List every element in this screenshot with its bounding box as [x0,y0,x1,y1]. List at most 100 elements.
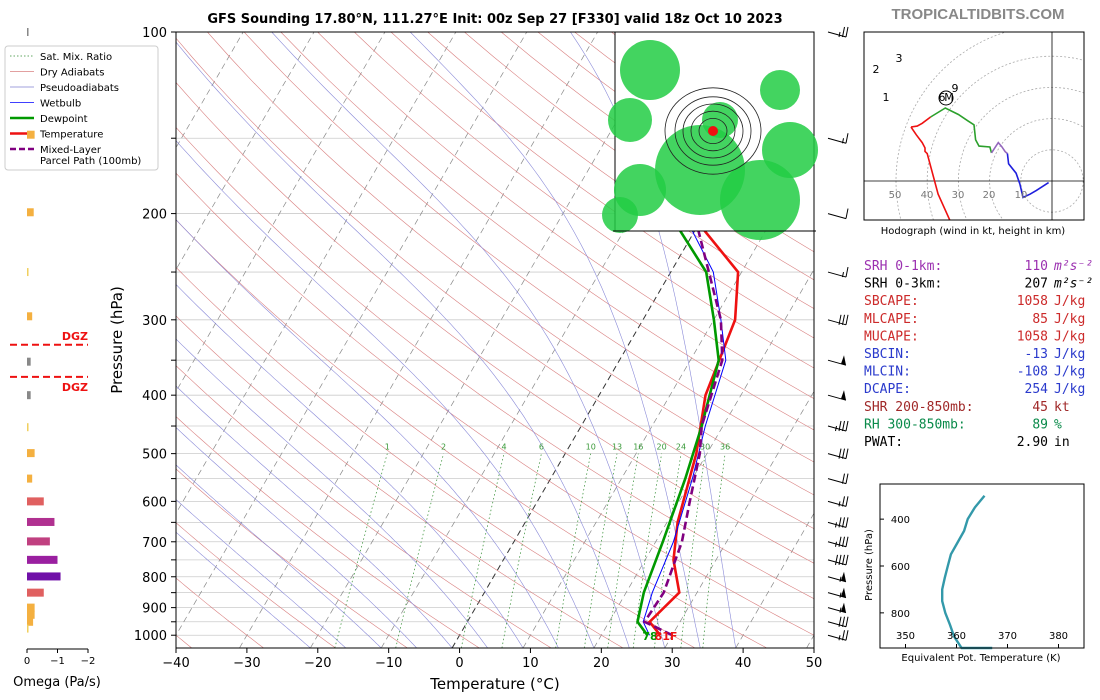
index-value: 45 [1032,400,1048,415]
hodograph-segment [1007,154,1048,198]
x-tick-label: −30 [233,656,260,671]
index-unit: % [1054,417,1062,432]
legend-label: Pseudoadiabats [40,83,119,94]
barb-flag [846,133,848,143]
barb-pennant [841,588,846,598]
legend-label: Temperature [39,130,103,141]
y-tick-label: 700 [142,536,167,551]
map-precip-area [762,122,818,178]
omega-bar [27,312,32,320]
barb-shaft [828,214,846,219]
omega-bar [27,131,35,139]
y-tick-label: 600 [142,495,167,510]
map-precip-area [620,40,680,100]
barb-flag [843,449,845,459]
isotherm-line [169,32,527,648]
index-unit: J/kg [1054,347,1085,362]
hodograph-segment [911,117,931,127]
index-unit: in [1054,435,1070,450]
skewt-background-lines: 1 2 4 6 10 13 16 20 24 30 36 [0,32,1100,648]
barb-flag [846,555,848,565]
wind-barb [828,537,848,547]
barb-flag [843,315,845,325]
hodograph-segment [931,108,992,153]
legend-label: Wetbulb [40,99,81,110]
wind-barb [828,133,848,143]
barb-flag [846,27,848,37]
skewt-legend: Sat. Mix. RatioDry AdiabatsPseudoadiabat… [5,46,158,170]
barb-flag [846,315,848,325]
wind-barb [828,588,846,598]
omega-bar [27,556,58,564]
omega-bar [27,208,34,216]
mixing-ratio-label: 1 [385,443,390,452]
barb-flag [846,421,848,431]
barb-flag [846,267,848,277]
theta-e-x-tick-label: 350 [896,631,915,642]
wind-barb [828,603,846,613]
index-label: SRH 0-3km: [864,277,942,292]
mixing-ratio-label: 13 [612,443,622,452]
wind-barb [828,355,846,365]
legend-label: Parcel Path (100mb) [40,156,141,167]
skewt-x-axis-label: Temperature (°C) [429,675,559,693]
index-unit: m²s⁻² [1053,277,1093,292]
x-tick-label: 50 [806,656,823,671]
omega-bar [27,475,32,483]
barb-half-flag [839,32,840,37]
skewt-y-axis-label: Pressure (hPa) [108,286,126,394]
omega-bar [27,423,29,431]
omega-bar [27,391,31,399]
theta-e-y-tick-label: 600 [891,562,910,573]
hodograph-point-label: 3 [896,52,903,65]
mixing-ratio-line [502,454,542,648]
skewt-panel: 1 2 4 6 10 13 16 20 24 30 36 7881F DGZDGZ−40 −30 −20… [0,26,1100,693]
mixing-ratio-line [335,454,388,648]
index-label: SBCAPE: [864,294,919,309]
y-tick-label: 900 [142,602,167,617]
legend-label: Sat. Mix. Ratio [40,52,112,63]
wind-barb [828,27,848,37]
barb-half-flag [836,522,837,527]
omega-bar [27,518,54,526]
hodograph-ring-label: 50 [889,190,902,201]
omega-bar [27,604,35,612]
hodograph-point-label: 1 [883,91,890,104]
index-unit: J/kg [1054,329,1085,344]
barb-flag [843,421,845,431]
wind-barb [828,474,848,484]
wind-barbs [828,27,848,640]
isotherm-line [239,32,597,648]
x-tick-label: 30 [664,656,681,671]
theta-e-y-tick-label: 800 [891,609,910,620]
theta-e-x-axis-label: Equivalent Pot. Temperature (K) [901,653,1060,664]
barb-half-flag [839,635,840,640]
wind-barb [828,630,848,640]
hodograph-ring-label: 10 [1015,190,1028,201]
index-value: 207 [1025,277,1048,292]
index-value: 1058 [1017,294,1048,309]
index-unit: J/kg [1054,382,1085,397]
omega-bar [27,358,31,366]
theta-e-x-tick-label: 360 [947,631,966,642]
map-precip-area [608,98,652,142]
omega-bar [27,28,29,36]
omega-x-tick-label: −1 [50,656,65,667]
barb-flag [836,555,838,565]
barb-flag [846,617,848,627]
barb-flag [846,630,848,640]
dgz-label: DGZ [62,381,88,394]
map-precip-area [760,70,800,110]
barb-flag [843,555,845,565]
index-unit: J/kg [1054,312,1085,327]
barb-flag [846,517,848,527]
x-tick-label: 40 [735,656,752,671]
mixing-ratio-label: 36 [720,443,730,452]
wind-barb [828,572,846,582]
index-value: 110 [1025,259,1048,274]
hodograph-point-label: LM [852,72,863,81]
barb-flag [846,449,848,459]
index-label: MUCAPE: [864,329,919,344]
barb-flag [846,496,848,506]
